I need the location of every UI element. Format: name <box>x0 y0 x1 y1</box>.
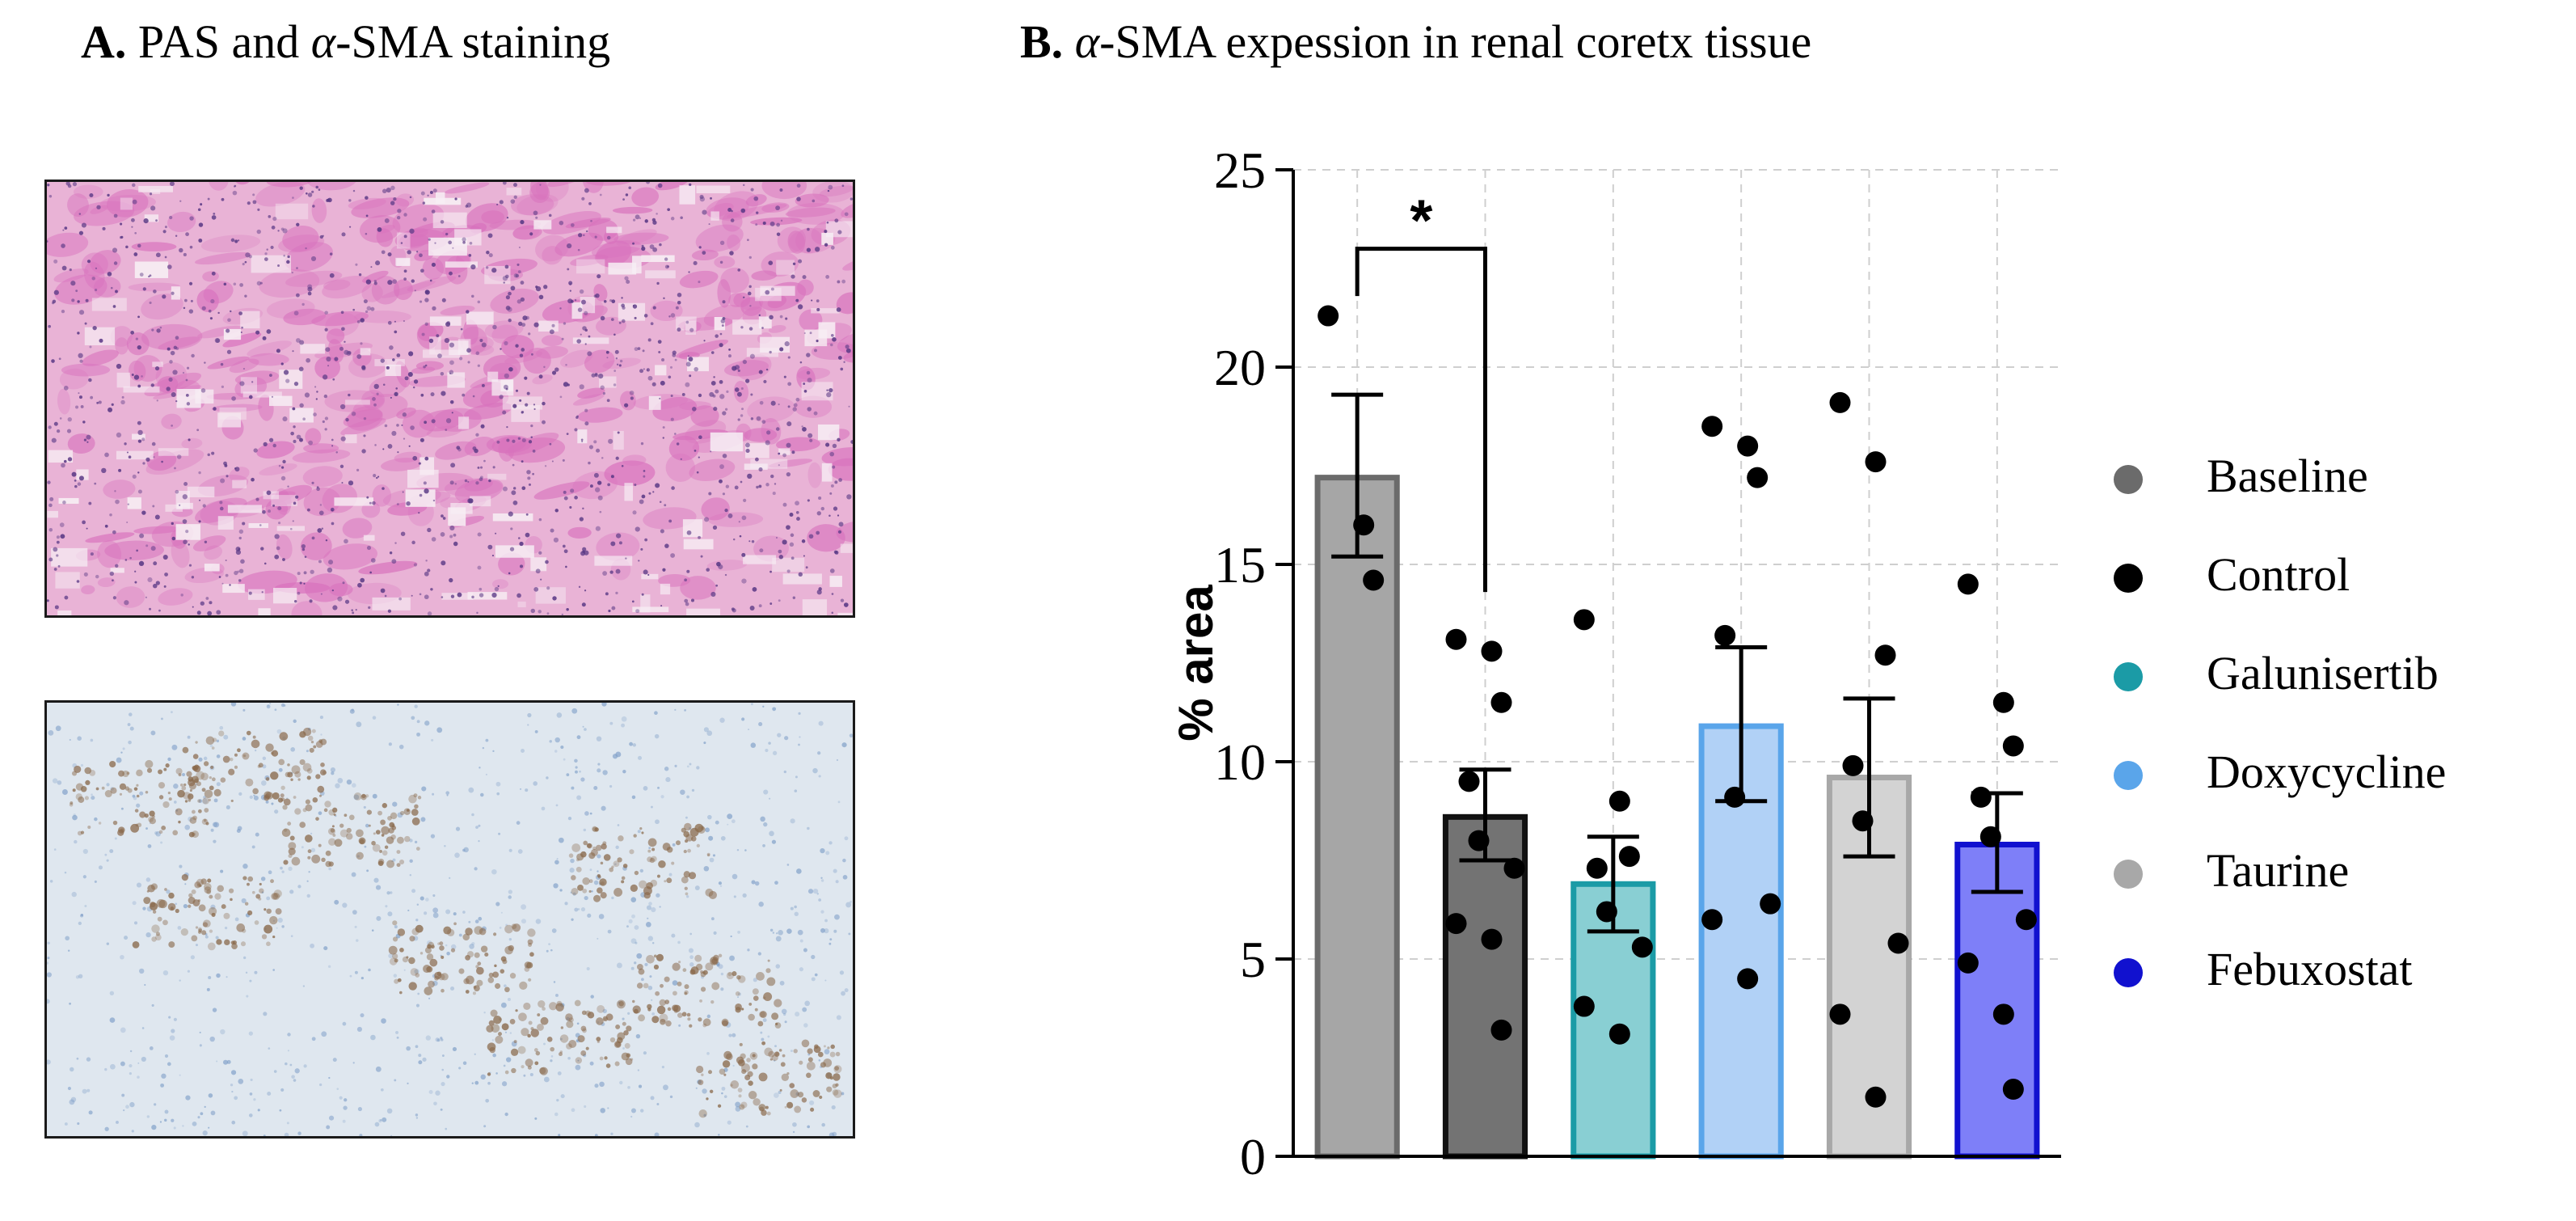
y-axis-label: % area <box>1169 585 1223 741</box>
data-point-control <box>1503 857 1525 879</box>
data-point-baseline <box>1318 305 1339 327</box>
panel-b-text-pre <box>1063 15 1075 68</box>
data-point-febuxostat <box>1957 952 1979 974</box>
y-tick-label: 15 <box>1214 536 1266 594</box>
bar-febuxostat <box>1954 841 2040 1160</box>
data-point-febuxostat <box>2002 1079 2024 1101</box>
panel-a-title: A. PAS and α-SMA staining <box>81 15 610 69</box>
y-tick-label: 0 <box>1240 1128 1266 1185</box>
data-point-taurine <box>1842 754 1864 776</box>
data-point-galunisertib <box>1573 995 1595 1017</box>
data-point-control <box>1481 928 1503 950</box>
y-tick-label: 25 <box>1214 142 1266 199</box>
significance-bracket <box>1355 247 1487 593</box>
data-point-febuxostat <box>1992 1003 2014 1025</box>
data-point-febuxostat <box>1970 786 1992 808</box>
y-tick-label: 5 <box>1240 931 1266 988</box>
legend-swatch <box>2114 662 2143 691</box>
panel-b-alpha: α <box>1074 15 1100 68</box>
data-point-taurine <box>1829 391 1851 413</box>
legend-swatch <box>2114 761 2143 790</box>
data-point-baseline <box>1363 569 1385 591</box>
data-point-galunisertib <box>1608 790 1630 812</box>
data-point-galunisertib <box>1608 1023 1630 1045</box>
y-tick-label: 10 <box>1214 733 1266 791</box>
data-point-febuxostat <box>2015 909 2037 931</box>
data-point-doxycycline <box>1747 467 1769 488</box>
data-point-control <box>1458 771 1480 792</box>
legend-label: Control <box>2207 548 2350 601</box>
data-point-taurine <box>1829 1003 1851 1025</box>
legend-label: Febuxostat <box>2207 943 2413 995</box>
alpha-sma-bar-chart: 0 5 10 15 20 25 % area * <box>1169 142 2061 1185</box>
legend-swatch <box>2114 958 2143 987</box>
data-point-galunisertib <box>1573 609 1595 631</box>
data-point-taurine <box>1865 1086 1887 1108</box>
data-point-doxycycline <box>1737 968 1759 990</box>
data-point-taurine <box>1865 451 1887 473</box>
panel-a-text-pre: PAS and <box>126 15 311 68</box>
data-point-doxycycline <box>1701 416 1723 437</box>
legend-swatch <box>2114 860 2143 889</box>
legend-label: Taurine <box>2207 844 2350 897</box>
legend-swatch <box>2114 465 2143 494</box>
legend-swatch <box>2114 564 2143 593</box>
data-point-febuxostat <box>2002 735 2024 757</box>
data-point-galunisertib <box>1631 936 1653 958</box>
data-point-doxycycline <box>1737 435 1759 457</box>
panel-b-title: B. α-SMA expession in renal coretx tissu… <box>1020 15 1811 69</box>
legend-label: Galunisertib <box>2207 647 2439 699</box>
panel-a-text-post: -SMA staining <box>335 15 611 68</box>
y-tick-label: 20 <box>1214 339 1266 396</box>
data-point-control <box>1445 913 1467 935</box>
data-point-doxycycline <box>1714 624 1736 646</box>
data-point-taurine <box>1887 932 1909 954</box>
data-point-doxycycline <box>1760 893 1781 915</box>
legend-label: Doxycycline <box>2207 746 2447 798</box>
panel-b-text-post: -SMA expession in renal coretx tissue <box>1099 15 1812 68</box>
panel-b-letter: B. <box>1020 15 1064 68</box>
data-point-control <box>1490 691 1512 713</box>
data-point-galunisertib <box>1586 857 1608 879</box>
data-point-febuxostat <box>1992 691 2014 713</box>
data-point-doxycycline <box>1701 909 1723 931</box>
data-point-galunisertib <box>1618 846 1640 868</box>
bar-baseline <box>1314 475 1400 1160</box>
data-point-taurine <box>1874 644 1896 666</box>
data-point-control <box>1445 628 1467 650</box>
alpha-sma-ihc-tissue-micrograph-icon <box>44 700 855 1139</box>
data-point-febuxostat <box>1957 573 1979 595</box>
data-point-control <box>1481 640 1503 662</box>
panel-a-letter: A. <box>81 15 127 68</box>
panel-a-alpha: α <box>310 15 336 68</box>
data-point-control <box>1490 1019 1512 1041</box>
pas-stained-tissue-micrograph-icon <box>44 180 855 618</box>
significance-star: * <box>1410 189 1432 254</box>
legend-label: Baseline <box>2207 450 2368 502</box>
